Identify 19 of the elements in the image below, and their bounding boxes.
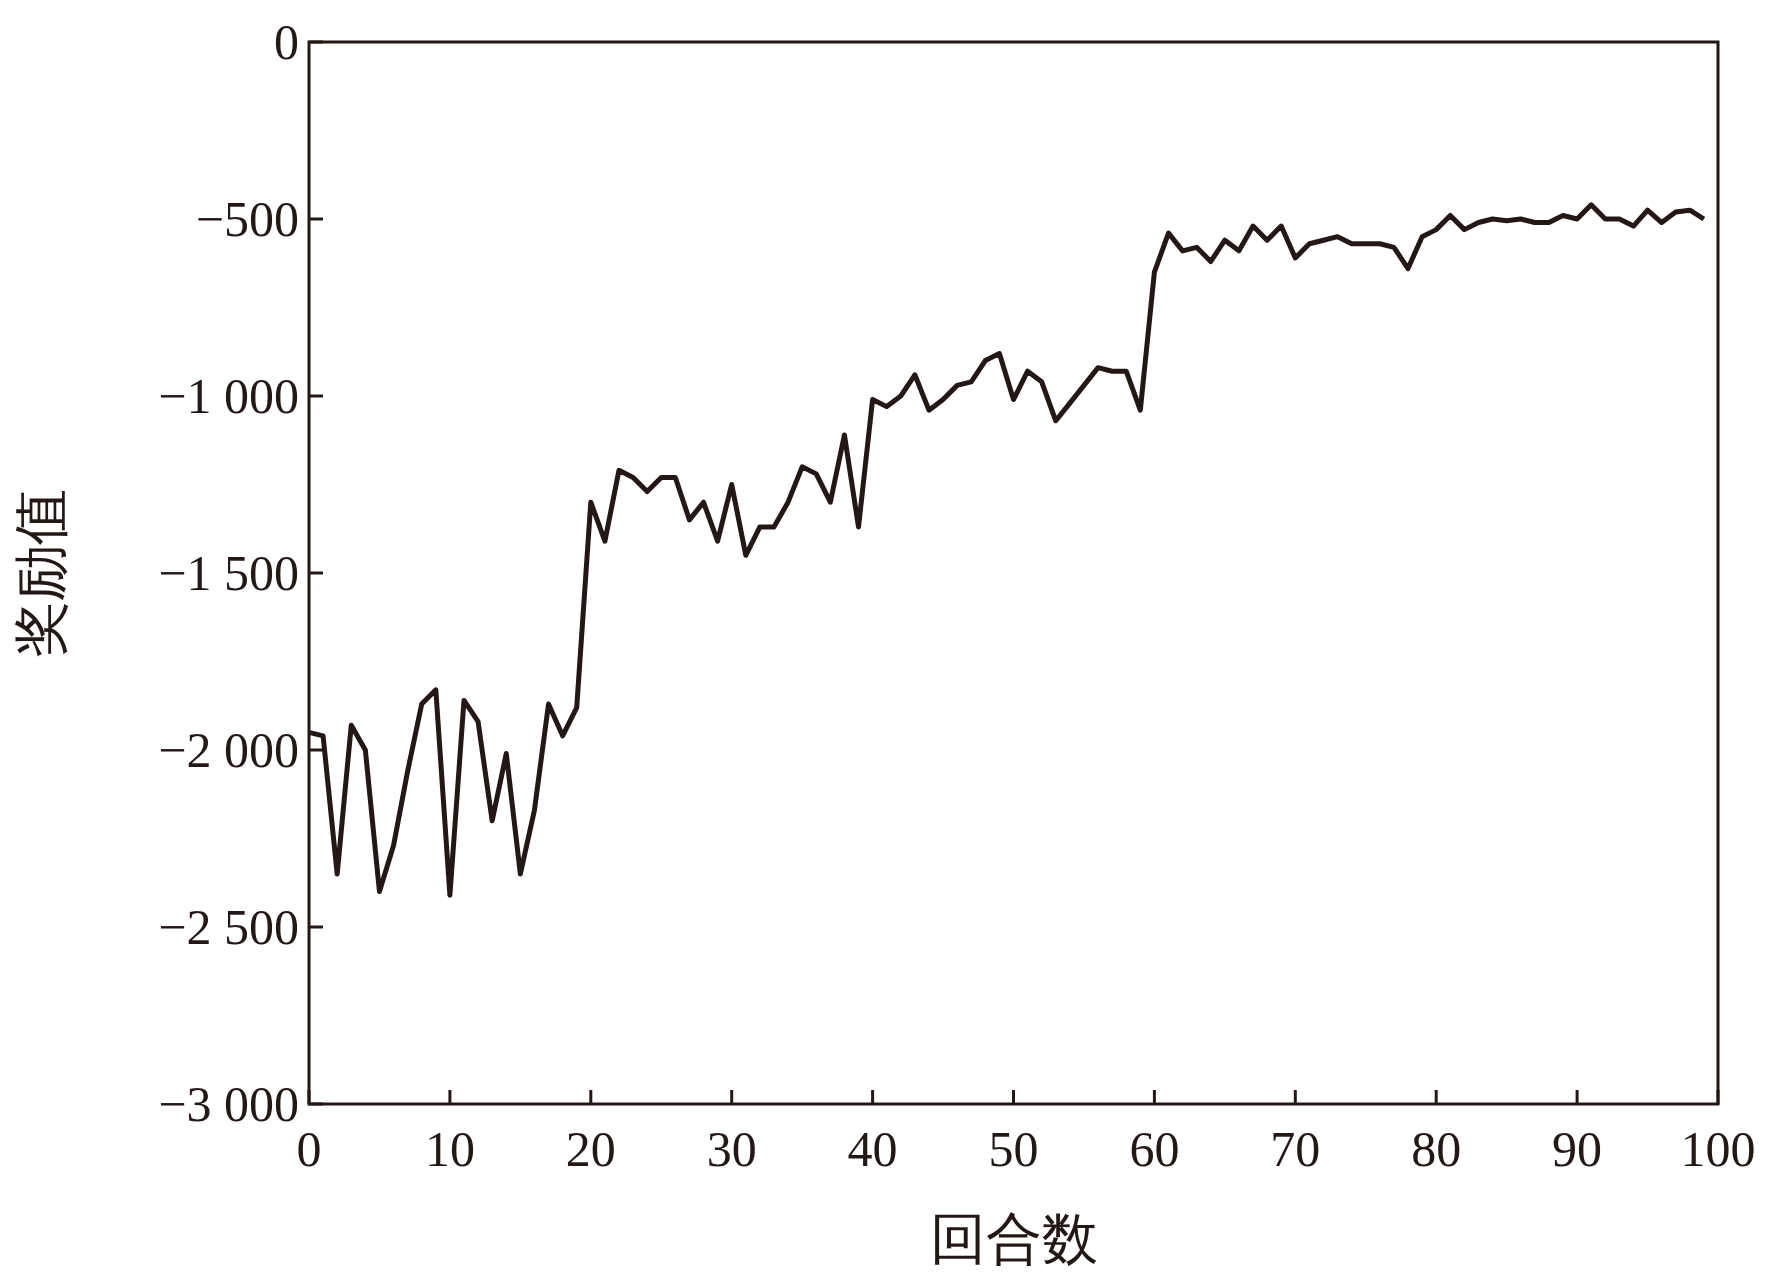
y-tick-label: −500 — [195, 191, 299, 247]
y-tick-label: 0 — [274, 14, 299, 70]
y-tick-label: −3 000 — [158, 1076, 299, 1132]
x-axis-title: 回合数 — [929, 1208, 1098, 1270]
x-tick-label: 70 — [1270, 1121, 1321, 1177]
y-tick-label: −1 500 — [158, 545, 299, 601]
x-tick-label: 20 — [565, 1121, 616, 1177]
x-tick-label: 100 — [1680, 1121, 1756, 1177]
x-tick-label: 60 — [1129, 1121, 1180, 1177]
y-tick-label: −2 000 — [158, 722, 299, 778]
y-tick-label: −2 500 — [158, 899, 299, 955]
x-tick-label: 10 — [424, 1121, 475, 1177]
x-tick-label: 80 — [1411, 1121, 1462, 1177]
x-tick-label: 30 — [706, 1121, 757, 1177]
x-tick-label: 40 — [847, 1121, 898, 1177]
y-tick-label: −1 000 — [158, 368, 299, 424]
x-tick-label: 50 — [988, 1121, 1039, 1177]
x-tick-label: 90 — [1552, 1121, 1603, 1177]
y-axis-title: 奖励值 — [10, 489, 72, 657]
